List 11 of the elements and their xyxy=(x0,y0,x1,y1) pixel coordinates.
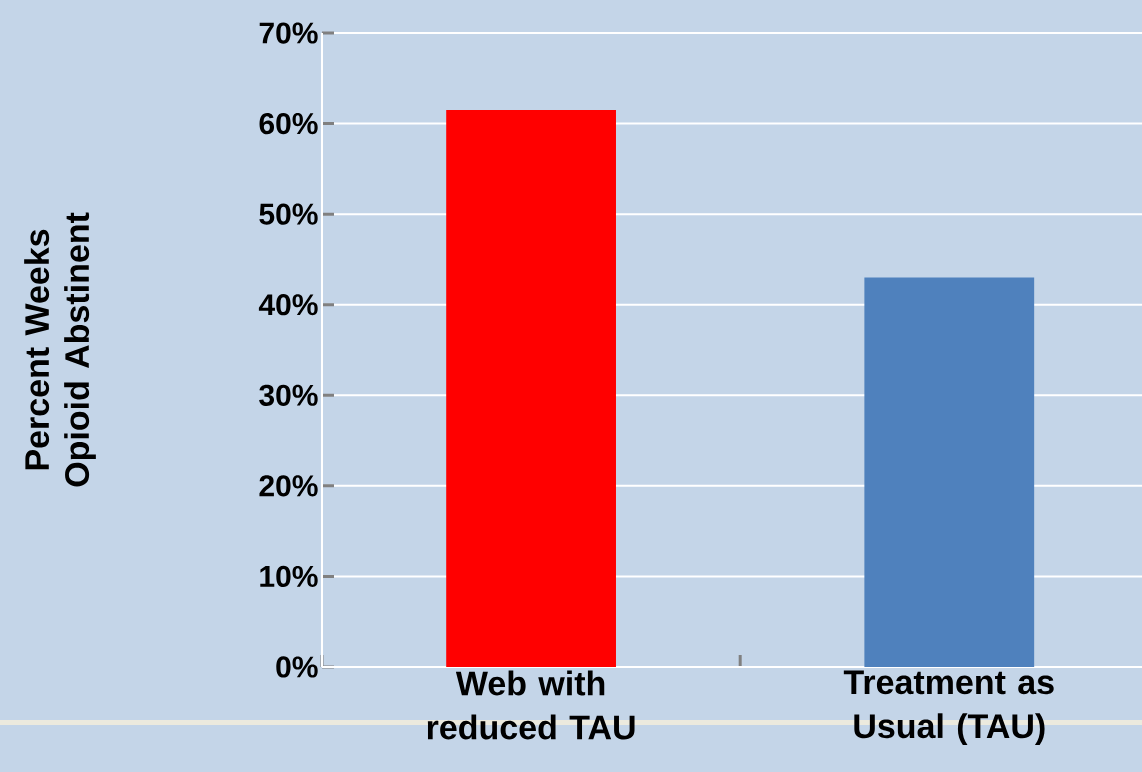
y-tick-label: 50% xyxy=(259,203,318,225)
y-tick-label: 10% xyxy=(260,565,318,588)
y-tick-label: 20% xyxy=(259,475,318,497)
y-tick-label: 30% xyxy=(259,384,318,406)
y-tick-label: 0% xyxy=(276,656,318,678)
y-tick-label: 60% xyxy=(259,112,318,135)
x-tick-label: Treatment as Usual (TAU) xyxy=(843,670,1054,745)
x-tick-label: Web with reduced TAU xyxy=(427,670,635,740)
y-tick-label: 70% xyxy=(259,22,318,44)
y-axis-title: Percent Weeks Opioid Abstinent xyxy=(24,212,96,487)
y-tick-label: 40% xyxy=(258,294,318,316)
